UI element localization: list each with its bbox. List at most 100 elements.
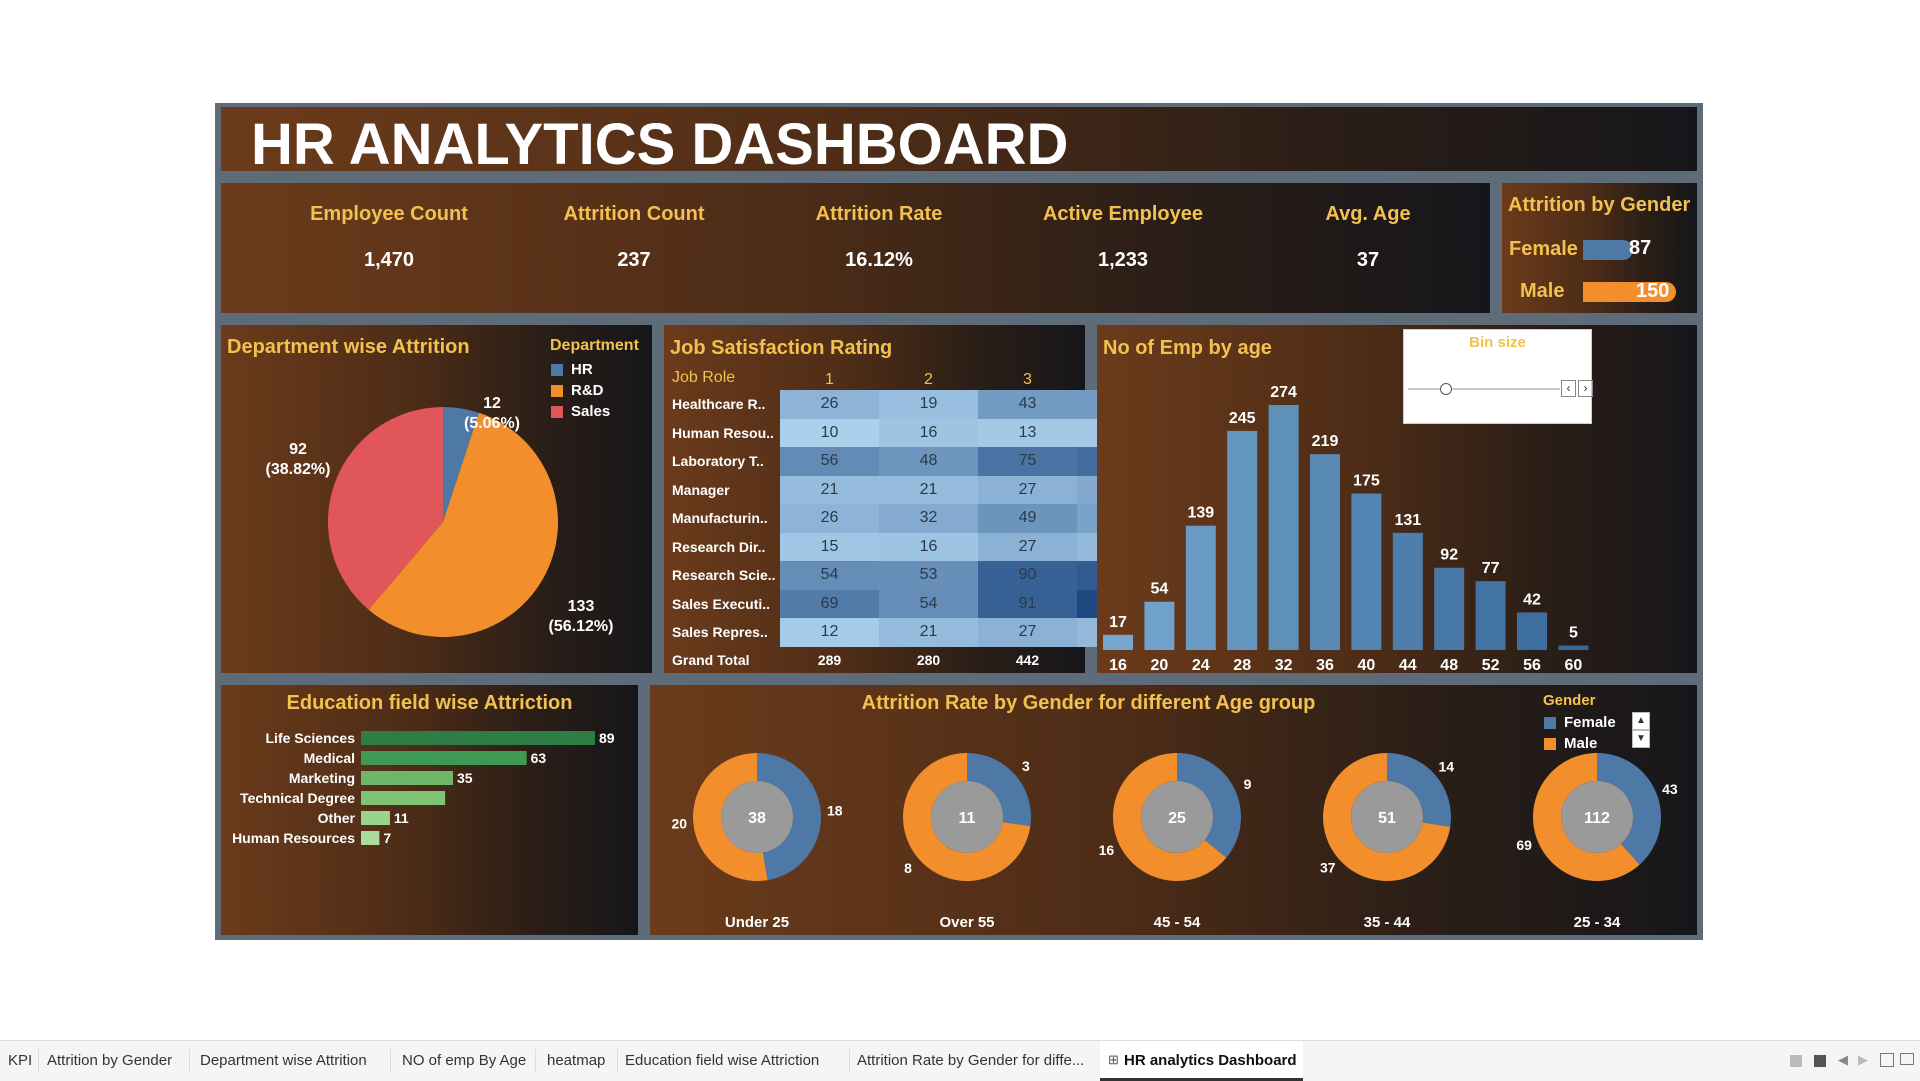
- legend-swatch-hr: [551, 363, 563, 376]
- tab-divider: [38, 1049, 39, 1073]
- bin-size-slider-handle[interactable]: [1440, 383, 1452, 395]
- legend-scroll-down-icon[interactable]: ▼: [1632, 730, 1650, 748]
- heatmap-cell[interactable]: 54: [879, 589, 978, 618]
- heatmap-cell[interactable]: 13: [978, 418, 1077, 447]
- donut-total: 25: [1168, 810, 1186, 827]
- title-panel: HR ANALYTICS DASHBOARD: [221, 107, 1697, 177]
- tab-heatmap[interactable]: heatmap: [547, 1052, 606, 1069]
- age-bar: [1227, 430, 1258, 650]
- bin-size-increment-icon[interactable]: ›: [1578, 380, 1593, 397]
- donut-age-group-label: Under 25: [725, 914, 789, 931]
- kpi-label-employee-count: Employee Count: [310, 203, 468, 225]
- donut-center: [721, 781, 793, 853]
- age-tick-label: 48: [1440, 657, 1458, 673]
- bin-size-label: Bin size: [1469, 334, 1526, 351]
- heatmap-cell[interactable]: 10: [780, 418, 879, 447]
- heatmap-cell[interactable]: 21: [879, 618, 978, 647]
- tab-attrition-by-gender[interactable]: Attrition by Gender: [47, 1052, 173, 1069]
- heatmap-row-label: Research Scie..: [672, 567, 776, 583]
- legend-item-female: Female: [1544, 712, 1616, 733]
- kpi-value-attrition-count: 237: [617, 249, 651, 271]
- heatmap-row-label: Research Dir..: [672, 538, 766, 555]
- heatmap-cell[interactable]: 75: [978, 447, 1077, 476]
- gender-male-label: Male: [1520, 280, 1565, 302]
- kpi-label-avg-age: Avg. Age: [1325, 203, 1411, 225]
- donut-center: [1141, 781, 1213, 853]
- heatmap-cell[interactable]: 27: [978, 532, 1077, 561]
- donut-segment-male: [903, 753, 1031, 881]
- tab-hr-analytics-dashboard-active[interactable]: ⊞ HR analytics Dashboard: [1100, 1041, 1303, 1081]
- heatmap-cell[interactable]: 15: [780, 532, 879, 561]
- gender-female-bar: [1583, 240, 1633, 260]
- heatmap-cell[interactable]: 56: [780, 447, 879, 476]
- education-category-label: Other: [318, 810, 356, 826]
- tab-kpi[interactable]: KPI: [8, 1052, 33, 1069]
- kpi-value-active-employee: 1,233: [1097, 249, 1149, 271]
- heatmap-cell[interactable]: 21: [879, 475, 978, 504]
- heatmap-cell[interactable]: 90: [978, 561, 1077, 590]
- tab-department-wise-attrition[interactable]: Department wise Attrition: [200, 1052, 367, 1069]
- heatmap-cell[interactable]: 49: [978, 504, 1077, 533]
- heatmap-cell[interactable]: 19: [879, 390, 978, 419]
- show-filmstrip-icon[interactable]: [1790, 1055, 1802, 1067]
- heatmap-cell[interactable]: 69: [780, 589, 879, 618]
- donut-female-value: 9: [1244, 776, 1252, 792]
- show-tabs-icon[interactable]: [1814, 1055, 1826, 1067]
- heatmap-cell[interactable]: 53: [879, 561, 978, 590]
- next-sheet-icon[interactable]: ▶: [1858, 1052, 1868, 1067]
- age-bar: [1392, 532, 1423, 650]
- education-bar-value: 63: [531, 750, 547, 766]
- heatmap-cell[interactable]: 32: [879, 504, 978, 533]
- age-bar-value: 77: [1482, 560, 1500, 577]
- kpi-value-attrition-rate: 16.12%: [845, 249, 913, 271]
- heatmap-cell[interactable]: 21: [780, 475, 879, 504]
- tab-divider: [535, 1049, 536, 1073]
- heatmap-cell[interactable]: 16: [879, 418, 978, 447]
- age-bar: [1268, 405, 1299, 650]
- donut-segment-female: [967, 753, 1031, 827]
- heatmap-cell[interactable]: 26: [780, 504, 879, 533]
- tab-attrition-rate-by-gender[interactable]: Attrition Rate by Gender for diffe...: [857, 1052, 1085, 1069]
- heatmap-cell[interactable]: 16: [879, 532, 978, 561]
- gender-male-bar: [1583, 282, 1676, 302]
- age-tick-label: 56: [1523, 657, 1541, 673]
- previous-sheet-icon[interactable]: ◀: [1838, 1052, 1848, 1067]
- donut-age-group-label: 35 - 44: [1364, 914, 1411, 931]
- pie-label-sales-value: 92: [289, 441, 307, 458]
- education-title: Education field wise Attriction: [286, 692, 573, 714]
- heatmap-cell[interactable]: 54: [780, 561, 879, 590]
- age-tick-label: 36: [1316, 657, 1334, 673]
- dashboard-tab-icon: ⊞: [1108, 1052, 1119, 1067]
- heatmap-cell[interactable]: 48: [879, 447, 978, 476]
- pie-label-rnd-value: 133: [568, 598, 595, 615]
- heatmap-cell[interactable]: 91: [978, 589, 1077, 618]
- tab-no-of-emp-by-age[interactable]: NO of emp By Age: [402, 1052, 527, 1069]
- gender-female-value: 87: [1629, 237, 1652, 259]
- age-bar: [1144, 601, 1175, 650]
- legend-scroll-up-icon[interactable]: ▲: [1632, 712, 1650, 730]
- presentation-mode-icon[interactable]: [1900, 1053, 1914, 1065]
- donut-male-value: 8: [904, 860, 912, 876]
- heatmap-cell[interactable]: 43: [978, 390, 1077, 419]
- pie-label-sales-pct: (38.82%): [266, 461, 331, 478]
- heatmap-cell[interactable]: 27: [978, 618, 1077, 647]
- age-tick-label: 32: [1275, 657, 1293, 673]
- education-bar: [361, 771, 454, 785]
- heatmap-row-label: Laboratory T..: [672, 453, 764, 469]
- donut-total: 51: [1378, 810, 1396, 827]
- tab-education-field-wise-attriction[interactable]: Education field wise Attriction: [625, 1052, 820, 1069]
- bin-size-slider-track[interactable]: [1408, 388, 1560, 390]
- heatmap-cell[interactable]: 26: [780, 390, 879, 419]
- bin-size-decrement-icon[interactable]: ‹: [1561, 380, 1576, 397]
- donut-female-value: 43: [1662, 781, 1678, 797]
- education-bar: [361, 811, 390, 825]
- legend-item-hr: HR: [551, 359, 610, 380]
- heatmap-column-header: 3: [1023, 371, 1032, 388]
- fullscreen-icon[interactable]: [1880, 1053, 1894, 1067]
- tab-divider: [617, 1049, 618, 1073]
- age-bar-value: 17: [1109, 614, 1127, 631]
- heatmap-cell[interactable]: 12: [780, 618, 879, 647]
- age-bar-value: 139: [1187, 505, 1214, 522]
- bin-size-control: Bin size ‹ ›: [1403, 329, 1593, 424]
- heatmap-cell[interactable]: 27: [978, 475, 1077, 504]
